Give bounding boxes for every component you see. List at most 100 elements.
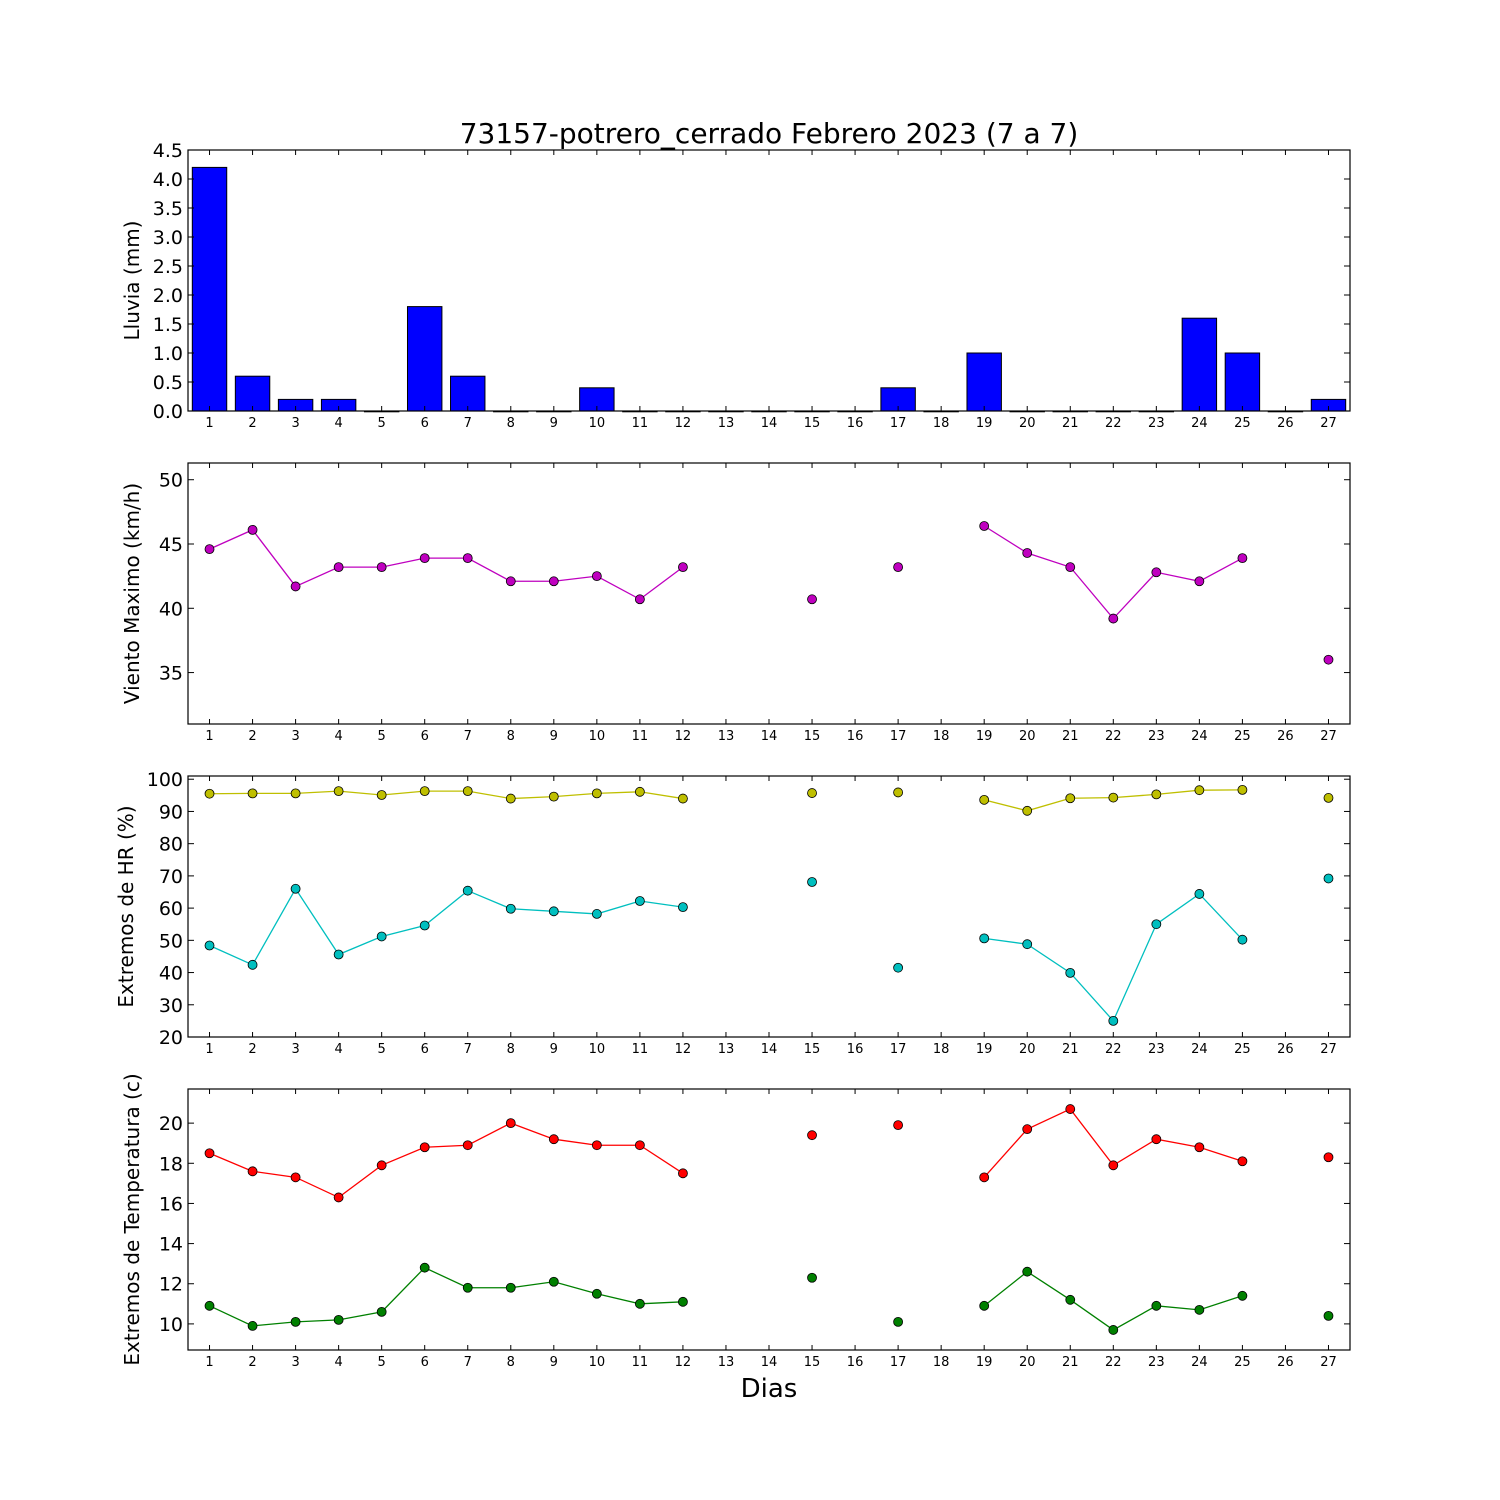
series-2-point-dia-23 xyxy=(1151,919,1162,930)
series-1-point-dia-6 xyxy=(419,1142,430,1153)
x-tick-label-13: 13 xyxy=(718,729,735,744)
y-tick-label: 60 xyxy=(159,898,183,920)
x-tick-label-5: 5 xyxy=(378,729,386,744)
x-tick-label-22: 22 xyxy=(1105,729,1122,744)
y-axis-label-viento: Viento Maximo (km/h) xyxy=(120,483,144,704)
x-tick-label-23: 23 xyxy=(1148,729,1165,744)
series-2-point-dia-24 xyxy=(1194,1304,1205,1315)
x-tick-label-7: 7 xyxy=(464,1042,472,1057)
x-tick-label-10: 10 xyxy=(589,1355,606,1370)
y-tick-label: 100 xyxy=(147,769,183,791)
x-tick-label-11: 11 xyxy=(632,416,649,431)
series-2-point-dia-22 xyxy=(1108,1325,1119,1335)
series-2-point-dia-8 xyxy=(505,903,516,914)
x-tick-label-3: 3 xyxy=(291,1042,299,1057)
y-tick-label: 20 xyxy=(159,1113,183,1135)
x-tick-label-3: 3 xyxy=(291,729,299,744)
x-tick-label-9: 9 xyxy=(550,1355,558,1370)
series-1-point-dia-11 xyxy=(634,1140,645,1151)
series-1-point-dia-17 xyxy=(893,787,904,798)
x-tick-label-4: 4 xyxy=(334,729,342,744)
x-tick-label-25: 25 xyxy=(1234,1042,1251,1057)
x-tick-label-14: 14 xyxy=(761,1042,778,1057)
series-1-point-dia-4 xyxy=(333,786,344,797)
x-tick-label-21: 21 xyxy=(1062,1355,1079,1370)
series-1-point-dia-1 xyxy=(204,1148,215,1159)
series-1-point-dia-3 xyxy=(290,788,301,799)
x-tick-label-18: 18 xyxy=(933,416,950,431)
series-2-point-dia-12 xyxy=(678,902,688,913)
y-tick-label: 4.0 xyxy=(153,169,183,191)
series-1-point-dia-7 xyxy=(462,786,473,797)
x-tick-label-19: 19 xyxy=(976,1042,993,1057)
series-2-point-dia-20 xyxy=(1022,939,1033,950)
x-tick-label-4: 4 xyxy=(334,416,342,431)
x-tick-label-17: 17 xyxy=(890,1042,907,1057)
series-1-point-dia-9 xyxy=(548,791,559,802)
x-tick-label-6: 6 xyxy=(421,729,429,744)
series-2-point-dia-4 xyxy=(333,949,344,960)
x-tick-label-19: 19 xyxy=(976,729,993,744)
x-tick-label-4: 4 xyxy=(334,1042,342,1057)
panels: 1 2 3 4 5 6 7 8 9 10 11 12 13 14 15 16 17 18 19 20 21 22 23 24 2… xyxy=(114,140,1351,1370)
x-tick-label-1: 1 xyxy=(205,1355,213,1370)
x-tick-label-2: 2 xyxy=(248,729,256,744)
series-1-point-dia-27 xyxy=(1323,793,1334,803)
x-tick-label-3: 3 xyxy=(291,1355,299,1370)
y-tick-label: 0.0 xyxy=(153,401,183,423)
x-tick-label-14: 14 xyxy=(761,1355,778,1370)
x-tick-label-12: 12 xyxy=(675,1042,692,1057)
series-1-point-dia-15 xyxy=(807,594,817,605)
y-axis-label-temperatura: Extremos de Temperatura (c) xyxy=(120,1073,144,1365)
series-1-point-dia-25 xyxy=(1237,553,1248,564)
series-1-point-dia-24 xyxy=(1194,1142,1205,1153)
x-tick-label-13: 13 xyxy=(718,1042,735,1057)
series-2-point-dia-15 xyxy=(807,877,817,887)
series-2-point-dia-10 xyxy=(591,1288,602,1299)
x-tick-label-11: 11 xyxy=(632,1355,649,1370)
x-tick-label-3: 3 xyxy=(291,416,299,431)
bar-dia-19 xyxy=(966,352,1002,412)
series-1-point-dia-2 xyxy=(247,1166,258,1177)
series-2-point-dia-25 xyxy=(1237,934,1248,945)
x-tick-label-7: 7 xyxy=(464,729,472,744)
series-2-point-dia-7 xyxy=(462,1282,473,1293)
x-tick-label-5: 5 xyxy=(378,1355,386,1370)
x-tick-label-16: 16 xyxy=(847,1042,864,1057)
series-1-point-dia-10 xyxy=(591,1140,602,1151)
series-2-point-dia-9 xyxy=(548,1276,559,1287)
x-tick-label-6: 6 xyxy=(421,416,429,431)
x-tick-label-16: 16 xyxy=(847,1355,864,1370)
x-tick-label-16: 16 xyxy=(847,729,864,744)
series-1-point-dia-5 xyxy=(376,790,387,800)
bar-dia-24 xyxy=(1181,317,1218,412)
x-tick-label-10: 10 xyxy=(589,729,606,744)
series-2-point-dia-9 xyxy=(548,906,559,917)
x-tick-label-24: 24 xyxy=(1191,416,1208,431)
series-2-point-dia-10 xyxy=(591,909,602,919)
series-2-point-dia-3 xyxy=(290,1316,301,1327)
y-tick-label: 1.0 xyxy=(153,343,183,365)
series-1-point-dia-9 xyxy=(548,1134,559,1145)
x-tick-label-17: 17 xyxy=(890,416,907,431)
chart-panel-temperatura: 1 2 3 4 5 6 7 8 9 10 11 12 13 14 15 16 17 18 19 20 21 22 23 24 2… xyxy=(120,1073,1351,1370)
x-tick-label-27: 27 xyxy=(1320,1355,1337,1370)
x-tick-label-17: 17 xyxy=(890,1355,907,1370)
series-1-point-dia-15 xyxy=(807,788,817,798)
series-1-point-dia-5 xyxy=(376,1160,387,1171)
y-tick-label: 70 xyxy=(159,866,183,888)
y-tick-label: 4.5 xyxy=(153,140,183,162)
series-1-point-dia-8 xyxy=(505,1118,516,1129)
y-tick-label: 80 xyxy=(159,834,183,856)
x-tick-label-1: 1 xyxy=(205,1042,213,1057)
x-tick-label-8: 8 xyxy=(507,416,515,431)
x-tick-label-8: 8 xyxy=(507,729,515,744)
x-tick-label-14: 14 xyxy=(761,729,778,744)
x-tick-label-20: 20 xyxy=(1019,1042,1036,1057)
series-1-point-dia-20 xyxy=(1022,1124,1033,1135)
series-2-point-dia-5 xyxy=(376,931,387,942)
series-1-point-dia-10 xyxy=(591,571,602,582)
series-1-point-dia-8 xyxy=(505,576,516,587)
series-1-point-dia-19 xyxy=(979,521,990,531)
series-2-point-dia-20 xyxy=(1022,1266,1033,1277)
